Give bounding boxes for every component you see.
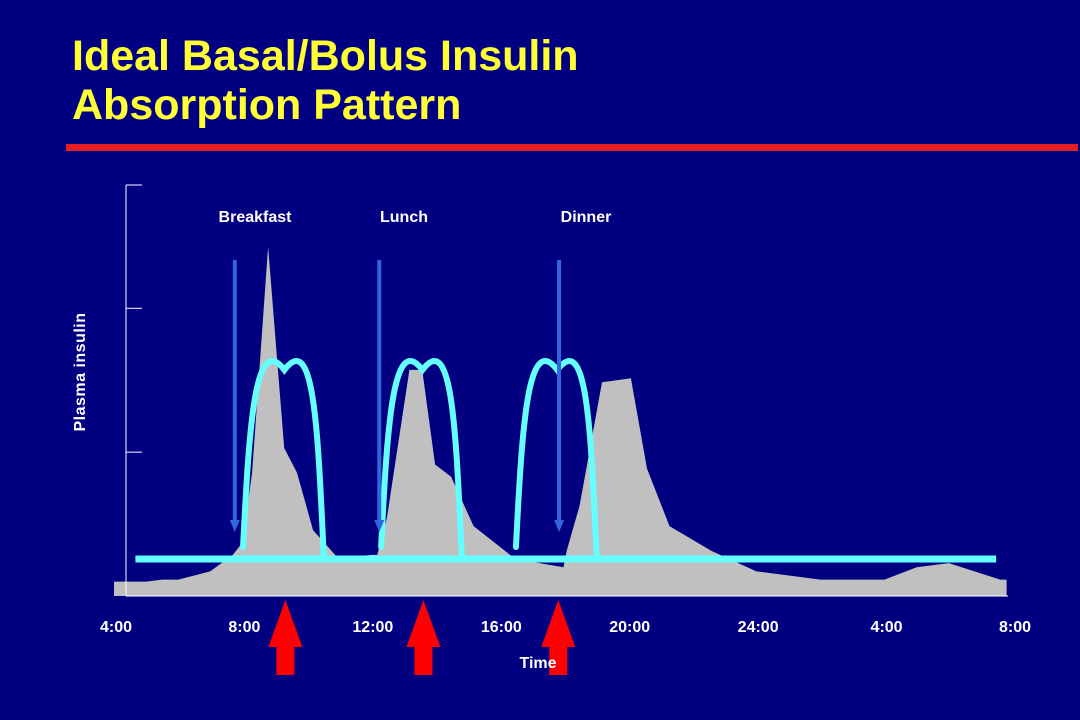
injection-arrow xyxy=(541,600,576,675)
x-tick-label: 8:00 xyxy=(228,619,260,636)
meal-label: Breakfast xyxy=(219,209,293,226)
meal-markers-layer: Breakfast Lunch Dinner xyxy=(219,209,612,532)
injection-arrow xyxy=(268,600,303,675)
x-tick-label: 4:00 xyxy=(871,619,903,636)
injection-arrows-layer xyxy=(268,600,576,675)
meal-arrow-head xyxy=(554,520,565,532)
x-axis-label: Time xyxy=(519,655,556,672)
injection-arrow xyxy=(406,600,441,675)
title-line-2: Absorption Pattern xyxy=(72,81,462,129)
title-underline xyxy=(66,144,1078,151)
x-tick-label: 20:00 xyxy=(609,619,650,636)
y-axis-label: Plasma insulin xyxy=(72,312,89,431)
axes-layer: 4:00 8:00 12:00 16:00 20:00 24:00 4:00 8:00 xyxy=(100,184,1031,636)
title-line-1: Ideal Basal/Bolus Insulin xyxy=(72,32,579,80)
meal-arrow-head xyxy=(374,520,385,532)
x-tick-label: 8:00 xyxy=(999,619,1031,636)
bolus-curve xyxy=(240,358,327,559)
x-tick-label: 16:00 xyxy=(481,619,522,636)
bolus-curve xyxy=(378,358,465,559)
slide-title: Ideal Basal/Bolus Insulin Absorption Pat… xyxy=(72,32,579,130)
meal-arrow-head xyxy=(229,520,240,532)
meal-label: Dinner xyxy=(561,209,612,226)
x-tick-label: 4:00 xyxy=(100,619,132,636)
x-tick-label: 24:00 xyxy=(738,619,779,636)
meal-label: Lunch xyxy=(380,209,428,226)
x-tick-label: 12:00 xyxy=(352,619,393,636)
